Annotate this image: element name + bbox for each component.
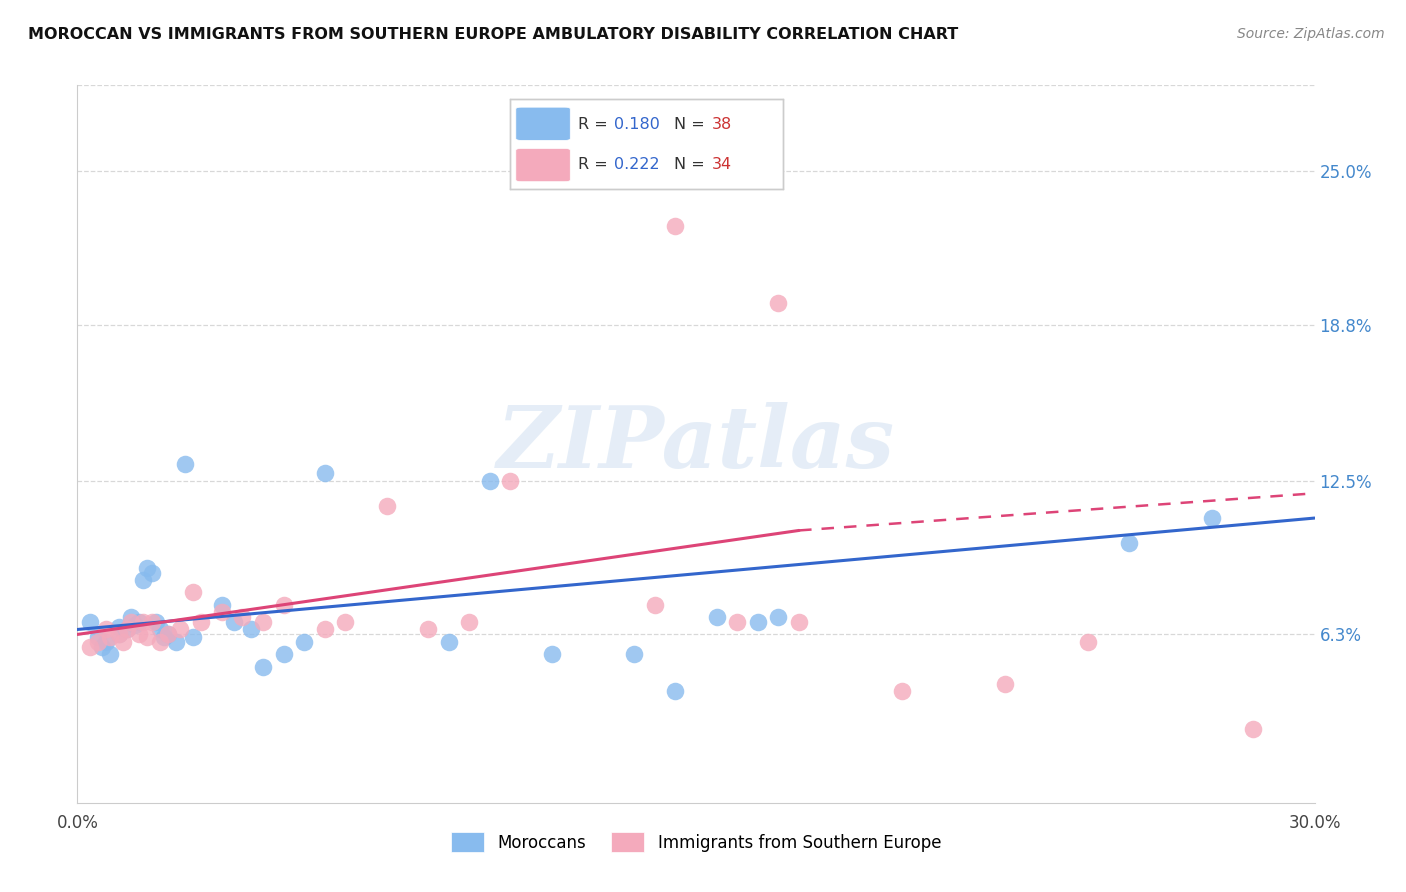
Point xyxy=(416,623,439,637)
Point xyxy=(273,598,295,612)
Point xyxy=(98,630,121,644)
Point xyxy=(153,630,176,644)
Point xyxy=(149,623,172,637)
Point xyxy=(79,615,101,629)
Point xyxy=(664,684,686,698)
Point xyxy=(706,610,728,624)
Point xyxy=(111,635,134,649)
Point xyxy=(314,467,336,481)
Point xyxy=(1118,536,1140,550)
Point xyxy=(768,295,790,310)
Point xyxy=(314,623,336,637)
Point xyxy=(335,615,357,629)
Point xyxy=(787,615,810,629)
Point xyxy=(107,627,129,641)
Point xyxy=(120,615,142,629)
Point xyxy=(190,615,212,629)
Point xyxy=(437,635,460,649)
Point xyxy=(664,219,686,233)
Point xyxy=(132,615,155,629)
Point xyxy=(273,647,295,661)
Point xyxy=(141,615,163,629)
Point xyxy=(157,627,180,641)
Point xyxy=(173,457,195,471)
Point xyxy=(96,635,118,649)
Point xyxy=(136,630,159,644)
Point xyxy=(768,610,790,624)
Point xyxy=(96,623,118,637)
Point xyxy=(375,499,398,513)
Point xyxy=(79,640,101,654)
Text: ZIPatlas: ZIPatlas xyxy=(496,402,896,485)
Point xyxy=(98,647,121,661)
Point xyxy=(211,598,233,612)
Point xyxy=(87,630,110,644)
Point xyxy=(124,617,146,632)
Point xyxy=(231,610,253,624)
Point xyxy=(1077,635,1099,649)
Point xyxy=(141,566,163,580)
Point xyxy=(91,640,114,654)
Point xyxy=(132,573,155,587)
Point xyxy=(120,610,142,624)
Point xyxy=(239,623,262,637)
Point xyxy=(145,615,167,629)
Point xyxy=(222,615,245,629)
Point xyxy=(115,623,138,637)
Point xyxy=(725,615,748,629)
Point xyxy=(623,647,645,661)
Point xyxy=(169,623,191,637)
Point xyxy=(891,684,914,698)
Text: MOROCCAN VS IMMIGRANTS FROM SOUTHERN EUROPE AMBULATORY DISABILITY CORRELATION CH: MOROCCAN VS IMMIGRANTS FROM SOUTHERN EUR… xyxy=(28,27,959,42)
Point xyxy=(115,623,138,637)
Point xyxy=(87,635,110,649)
Point xyxy=(128,627,150,641)
Point xyxy=(252,615,274,629)
Point xyxy=(478,474,501,488)
Point xyxy=(994,677,1017,691)
Point xyxy=(747,615,769,629)
Point xyxy=(1201,511,1223,525)
Point xyxy=(107,627,129,641)
Point xyxy=(107,620,129,634)
Point xyxy=(128,615,150,629)
Point xyxy=(181,585,204,599)
Point xyxy=(211,605,233,619)
Point xyxy=(149,635,172,649)
Point xyxy=(252,659,274,673)
Point xyxy=(499,474,522,488)
Point xyxy=(458,615,481,629)
Point xyxy=(292,635,315,649)
Point xyxy=(1241,722,1264,736)
Point xyxy=(165,635,187,649)
Point xyxy=(181,630,204,644)
Point xyxy=(157,627,180,641)
Point xyxy=(644,598,666,612)
Text: Source: ZipAtlas.com: Source: ZipAtlas.com xyxy=(1237,27,1385,41)
Point xyxy=(540,647,562,661)
Point xyxy=(136,560,159,574)
Legend: Moroccans, Immigrants from Southern Europe: Moroccans, Immigrants from Southern Euro… xyxy=(444,825,948,859)
